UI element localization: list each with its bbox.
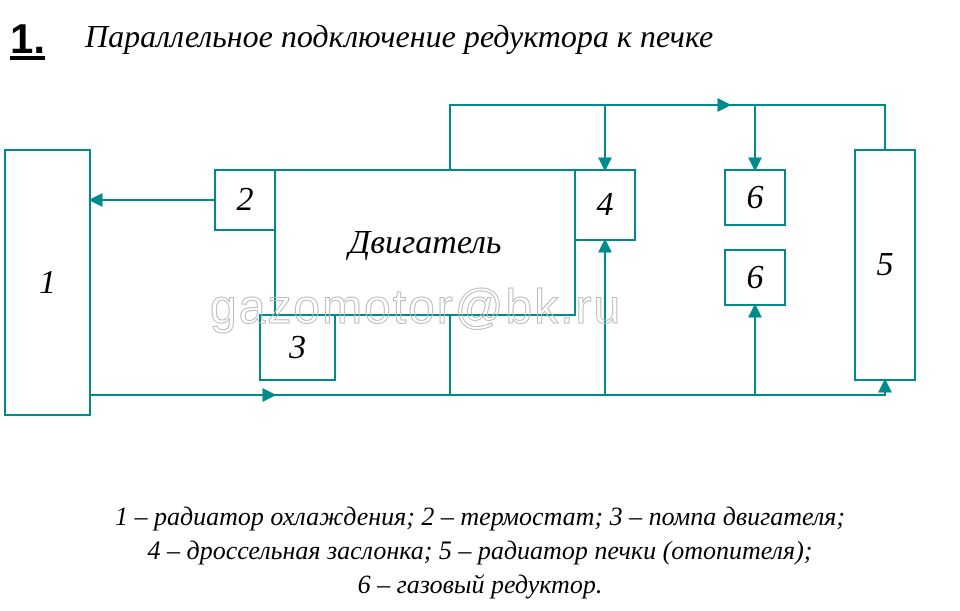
diagram-canvas: 1. Параллельное подключение редуктора к … bbox=[0, 0, 960, 611]
block-label-b5: 5 bbox=[855, 150, 915, 380]
edge bbox=[755, 380, 885, 395]
legend-line: 4 – дроссельная заслонка; 5 – радиатор п… bbox=[80, 534, 880, 568]
block-label-engine: Двигатель bbox=[275, 170, 575, 315]
block-label-b6top: 6 bbox=[725, 170, 785, 225]
block-label-b6bot: 6 bbox=[725, 250, 785, 305]
legend-line: 1 – радиатор охлаждения; 2 – термостат; … bbox=[80, 500, 880, 534]
block-label-b4: 4 bbox=[575, 170, 635, 240]
block-label-b1: 1 bbox=[5, 150, 90, 415]
block-label-b2: 2 bbox=[215, 170, 275, 230]
legend: 1 – радиатор охлаждения; 2 – термостат; … bbox=[80, 500, 880, 601]
figure-number: 1. bbox=[10, 15, 45, 63]
diagram-title: Параллельное подключение редуктора к печ… bbox=[85, 18, 713, 55]
edge bbox=[605, 305, 755, 395]
block-label-b3: 3 bbox=[260, 315, 335, 380]
legend-line: 6 – газовый редуктор. bbox=[80, 568, 880, 602]
edge bbox=[450, 105, 885, 170]
